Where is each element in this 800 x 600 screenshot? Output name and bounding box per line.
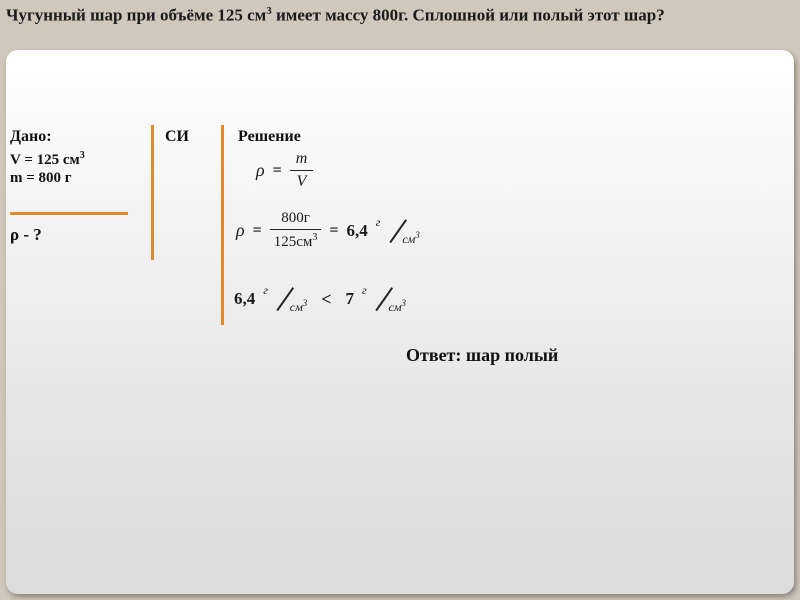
eq2-unit-top: г bbox=[376, 215, 381, 230]
equation-formula: ρ = m V bbox=[256, 150, 313, 191]
given-volume: V = 125 см3 bbox=[10, 150, 85, 169]
eq2-unit: г см3 bbox=[376, 217, 420, 245]
given-header: Дано: bbox=[10, 128, 52, 146]
given-mass: m = 800 г bbox=[10, 170, 72, 187]
eq2-unit-bot-sup: 3 bbox=[415, 230, 420, 240]
eq1-eq: = bbox=[273, 162, 282, 180]
eq2-unit-bot: см3 bbox=[402, 230, 419, 247]
slide-background: Чугунный шар при объёме 125 см 3 имеет ма… bbox=[0, 0, 800, 600]
comparison: 6,4 г см3 < 7 г см3 bbox=[234, 285, 406, 313]
solution-header: Решение bbox=[238, 128, 301, 146]
cmp-right-unit-bot-txt: см bbox=[389, 300, 402, 314]
cmp-left-unit-top: г bbox=[263, 283, 268, 298]
cmp-left-val: 6,4 bbox=[234, 289, 255, 309]
given-volume-sup: 3 bbox=[80, 150, 85, 161]
eq2-rhs-eq: = bbox=[329, 222, 338, 240]
eq1-num: m bbox=[290, 150, 314, 168]
cmp-right-unit-bot: см3 bbox=[389, 298, 406, 315]
answer-text: Ответ: шар полый bbox=[406, 345, 558, 366]
si-header: СИ bbox=[165, 128, 189, 146]
cmp-left-unit-bot-sup: 3 bbox=[303, 298, 308, 308]
eq1-bar bbox=[290, 170, 314, 171]
eq1-den: V bbox=[290, 173, 314, 191]
cmp-left-unit: г см3 bbox=[263, 285, 307, 313]
divider-v2 bbox=[221, 125, 224, 325]
eq2-bar bbox=[270, 229, 322, 230]
cmp-right-val: 7 bbox=[346, 289, 355, 309]
problem-title: Чугунный шар при объёме 125 см3 имеет ма… bbox=[6, 4, 794, 27]
cmp-right-unit: г см3 bbox=[362, 285, 406, 313]
cmp-left-unit-bot-txt: см bbox=[290, 300, 303, 314]
eq2-num: 800г bbox=[270, 210, 322, 227]
eq2-eq: = bbox=[253, 222, 262, 240]
eq2-den: 125см3 bbox=[270, 232, 322, 251]
eq2-den-val: 125см bbox=[274, 234, 313, 250]
given-find: ρ - ? bbox=[10, 225, 42, 245]
eq2-den-sup: 3 bbox=[312, 232, 317, 243]
cmp-left-unit-bot: см3 bbox=[290, 298, 307, 315]
eq2-rhs-val: 6,4 bbox=[347, 221, 368, 241]
title-suffix: имеет массу 800г. Сплошной или полый это… bbox=[272, 6, 665, 25]
eq2-lhs: ρ bbox=[236, 220, 245, 241]
content-panel: Дано: СИ Решение V = 125 см3 m = 800 г ρ… bbox=[6, 50, 794, 594]
divider-v1 bbox=[151, 125, 154, 260]
title-prefix: Чугунный шар при объёме 125 см bbox=[6, 6, 266, 25]
eq1-lhs: ρ bbox=[256, 160, 265, 181]
divider-h1 bbox=[10, 212, 128, 215]
equation-calc: ρ = 800г 125см3 = 6,4 г см3 bbox=[236, 210, 420, 251]
given-volume-text: V = 125 см bbox=[10, 152, 80, 168]
cmp-op: < bbox=[315, 289, 337, 310]
cmp-right-unit-top: г bbox=[362, 283, 367, 298]
cmp-right-unit-bot-sup: 3 bbox=[402, 298, 407, 308]
eq2-unit-bot-txt: см bbox=[402, 232, 415, 246]
